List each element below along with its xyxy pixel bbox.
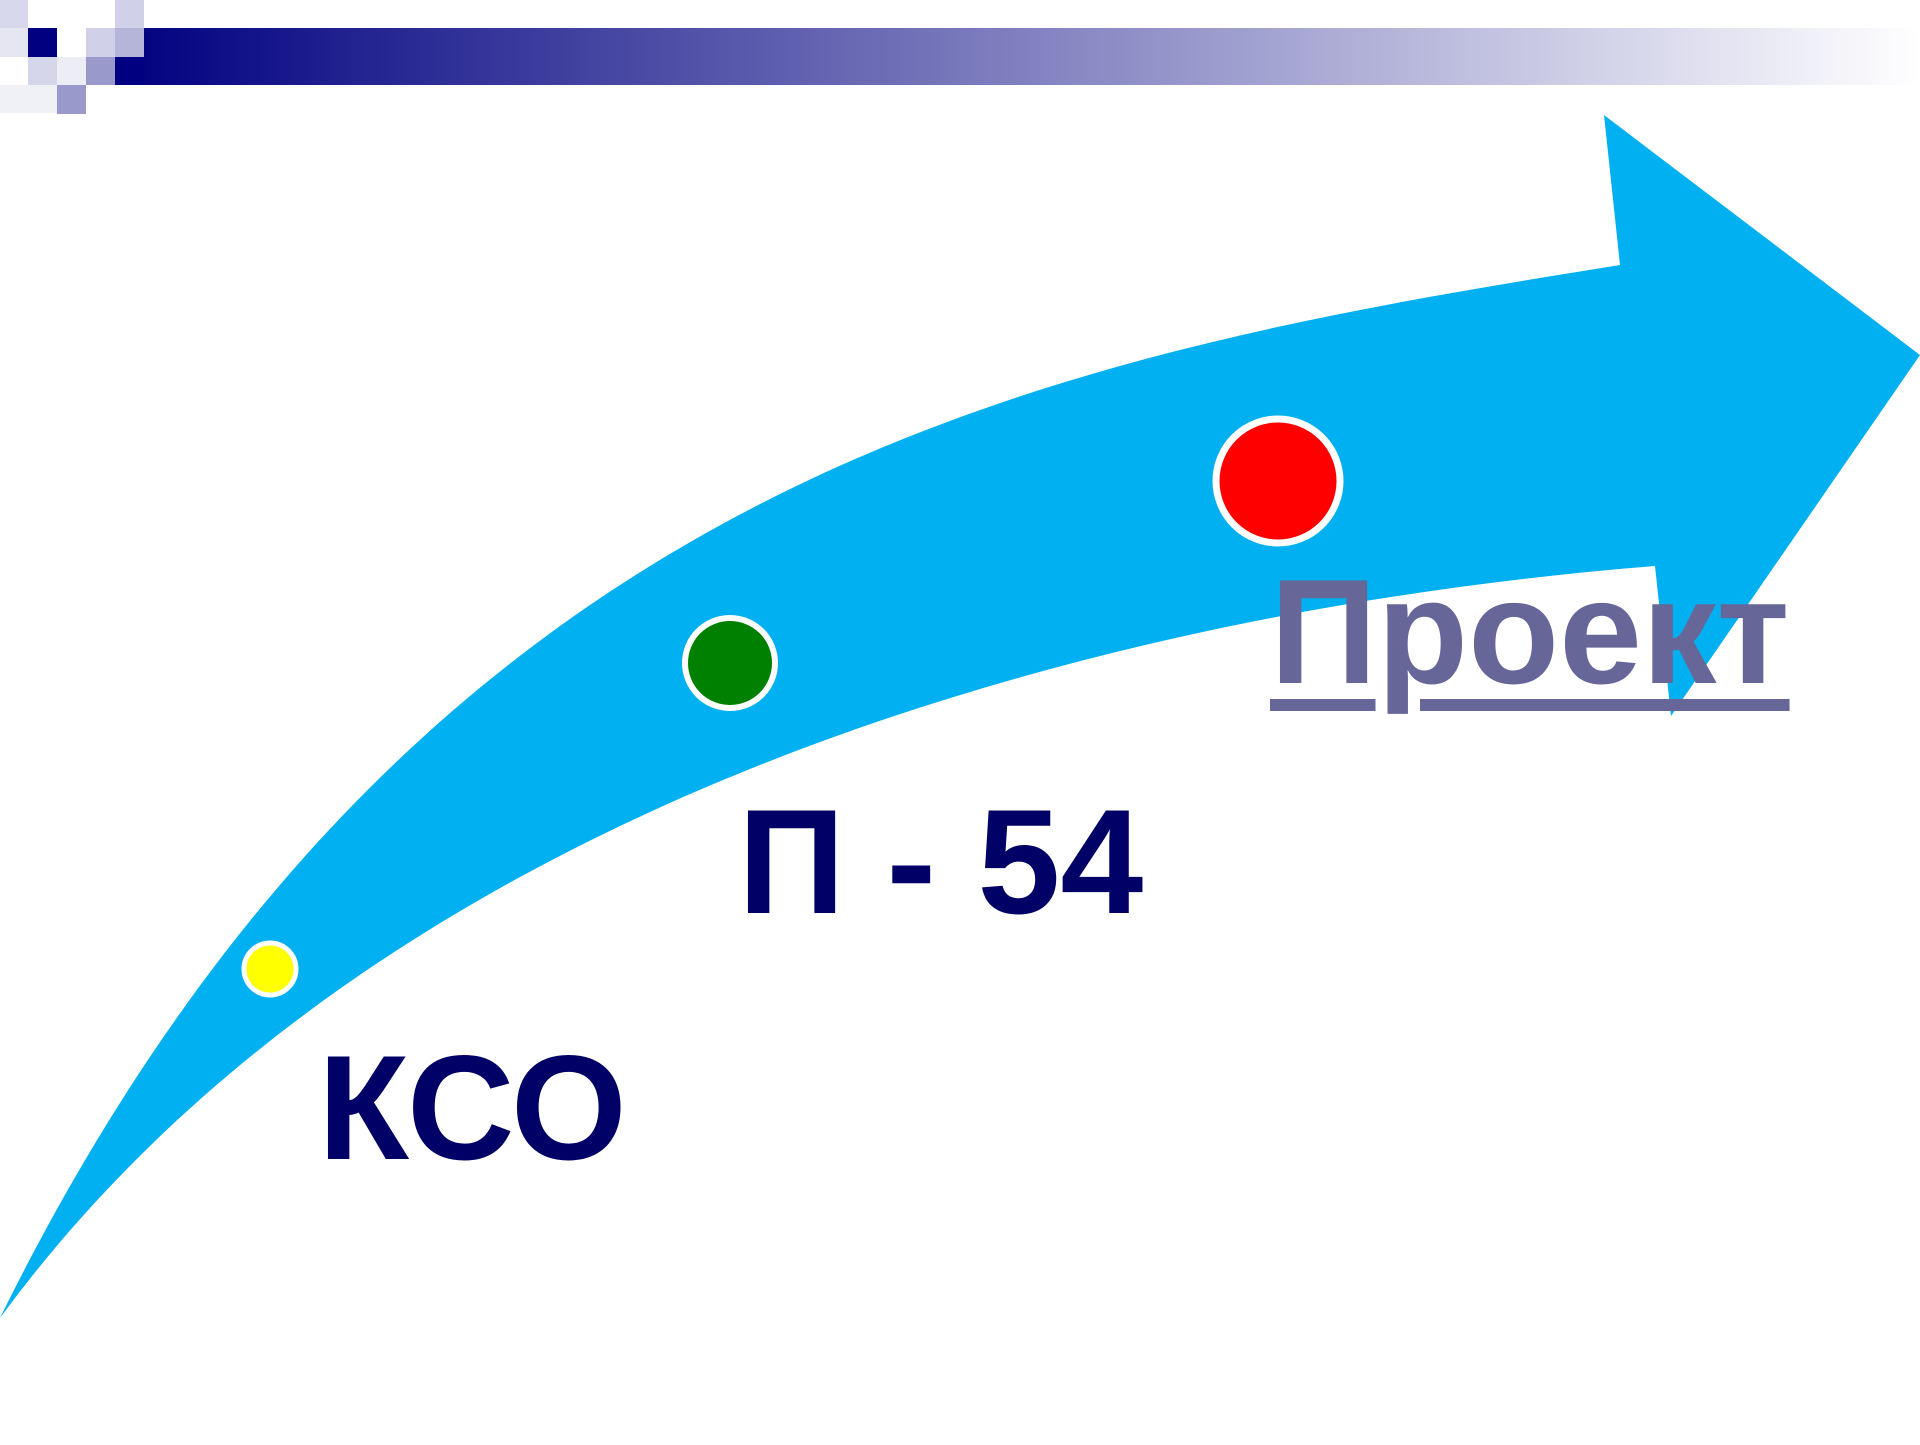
stage-label-kso: КСО bbox=[318, 1024, 627, 1191]
header-checker-squares bbox=[0, 0, 144, 114]
stage-label-p54: П - 54 bbox=[738, 778, 1144, 945]
stage-dot-kso bbox=[241, 940, 299, 998]
header-gradient-bar bbox=[115, 28, 1920, 85]
stage-label-project: Проект bbox=[1270, 548, 1790, 715]
stage-dot-project bbox=[1212, 415, 1344, 547]
header-decoration bbox=[0, 0, 1920, 114]
progress-arrow bbox=[0, 115, 1920, 1318]
stage-dot-p54 bbox=[682, 615, 778, 711]
